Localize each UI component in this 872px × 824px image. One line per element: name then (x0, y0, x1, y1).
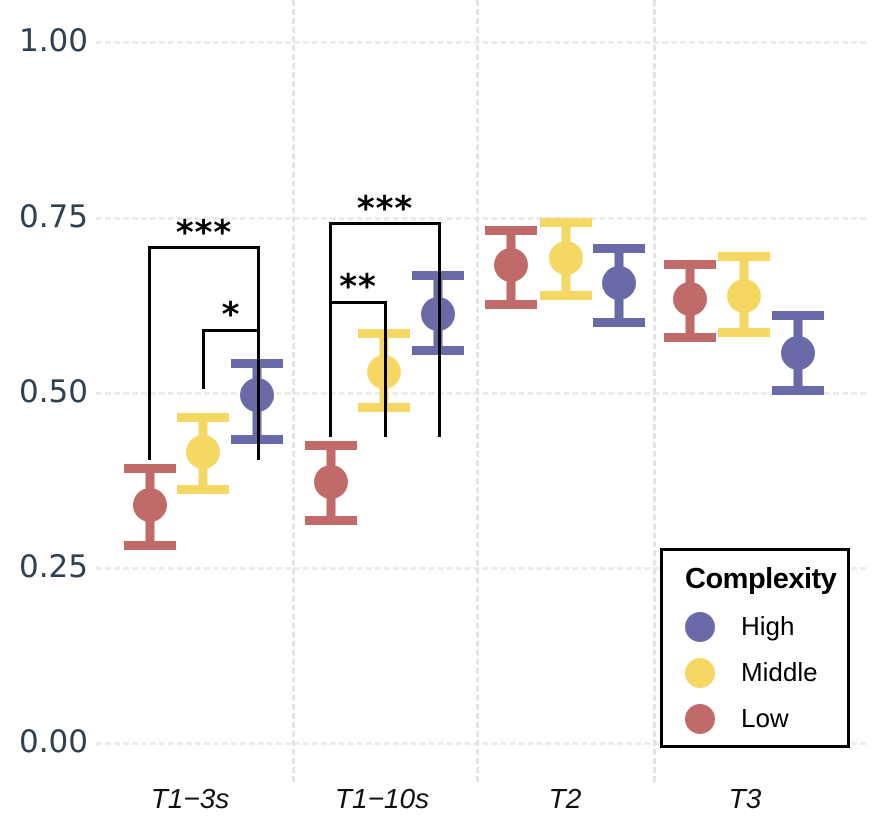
legend-title: Complexity (685, 563, 837, 595)
errorbar-cap-lower (485, 300, 537, 309)
errorbar-cap-upper (177, 413, 229, 422)
errorbar-cap-upper (718, 252, 770, 261)
errorbar-t1-3s-middle (177, 413, 229, 494)
legend: Complexity High Middle Low (660, 548, 850, 748)
errorbar-cap-lower (772, 386, 824, 395)
y-tick-label: 0.25 (18, 549, 88, 585)
y-tick-label: 0.00 (18, 724, 88, 760)
legend-swatch-middle (685, 657, 715, 688)
legend-item-middle[interactable]: Middle (685, 657, 818, 688)
errorbar-t2-low (485, 226, 537, 309)
significance-bracket-t1-10s-low-mid (329, 301, 387, 437)
gridline-0.25 (96, 567, 866, 570)
errorbar-t3-low (664, 260, 716, 342)
data-point (314, 465, 348, 499)
errorbar-cap-upper (485, 226, 537, 235)
gridline-0.00 (96, 742, 866, 745)
group-separator-1 (292, 0, 295, 782)
errorbar-cap-lower (718, 328, 770, 337)
errorbar-cap-lower (124, 541, 176, 550)
group-separator-2 (476, 0, 479, 782)
data-point (602, 266, 636, 300)
errorbar-cap-lower (593, 318, 645, 327)
errorbar-t3-middle (718, 252, 770, 337)
errorbar-cap-lower (540, 291, 592, 300)
data-point (186, 435, 220, 469)
errorbar-cap-upper (664, 260, 716, 269)
data-point (494, 248, 528, 282)
data-point (133, 488, 167, 522)
legend-label-high: High (741, 611, 795, 641)
errorbar-t3-high (772, 311, 824, 395)
data-point (549, 241, 583, 275)
gridline-1.00 (96, 41, 866, 44)
x-tick-label-t1-3s: T1−3s (150, 783, 230, 814)
legend-swatch-high (685, 611, 715, 642)
errorbar-cap-upper (305, 441, 357, 450)
data-point (673, 282, 707, 316)
errorbar-cap-upper (593, 244, 645, 253)
errorbar-cap-lower (177, 485, 229, 494)
significance-label-t1-10s-low-high: *** (356, 189, 414, 229)
significance-label-t1-10s-low-mid: ** (339, 267, 377, 307)
errorbar-cap-upper (124, 464, 176, 473)
y-tick-label: 0.75 (18, 199, 88, 235)
errorbar-t2-high (593, 244, 645, 327)
y-tick-label: 0.50 (18, 374, 88, 410)
data-point (727, 279, 761, 313)
errorbar-cap-upper (540, 218, 592, 227)
significance-label-t1-3s-low-high: *** (175, 213, 233, 253)
legend-item-high[interactable]: High (685, 611, 794, 642)
gridline-0.50 (96, 392, 866, 395)
x-tick-label-t1-10s: T1−10s (334, 783, 430, 814)
group-separator-3 (653, 0, 656, 782)
legend-swatch-low (685, 703, 715, 734)
legend-label-middle: Middle (741, 657, 818, 687)
errorbar-cap-lower (305, 516, 357, 525)
errorbar-cap-lower (664, 333, 716, 342)
errorbar-t1-10s-low (305, 441, 357, 525)
y-tick-label: 1.00 (18, 23, 88, 59)
legend-item-low[interactable]: Low (685, 703, 789, 734)
gridline-0.75 (96, 217, 866, 220)
significance-bracket-t1-3s-mid-high (202, 329, 260, 389)
errorbar-t2-middle (540, 218, 592, 300)
data-point (781, 336, 815, 370)
errorbar-cap-upper (772, 311, 824, 320)
x-tick-label-t3: T3 (728, 783, 762, 814)
x-tick-label-t2: T2 (548, 783, 582, 814)
significance-label-t1-3s-mid-high: * (221, 295, 241, 335)
errorbar-t1-3s-low (124, 464, 176, 550)
legend-label-low: Low (741, 703, 789, 733)
